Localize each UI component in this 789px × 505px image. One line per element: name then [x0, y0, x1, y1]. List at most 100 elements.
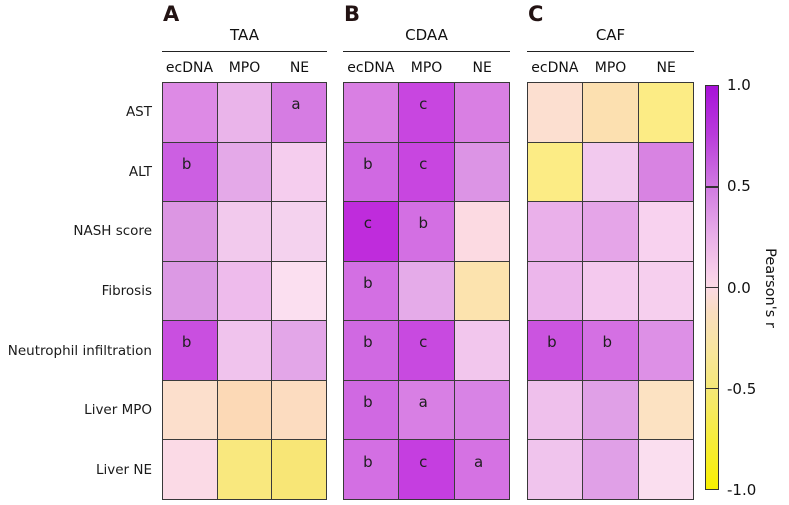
heatmap-cell: [583, 142, 638, 202]
heatmap-cell: b: [399, 202, 454, 261]
heatmap-cell: [272, 380, 326, 440]
heatmap-cell: b: [344, 440, 399, 499]
heatmap-cell: [163, 440, 217, 499]
column-header-ne: NE: [656, 60, 676, 76]
heatmap-cell: [163, 261, 217, 321]
column-header-ecdna: ecDNA: [347, 60, 395, 76]
heatmap-cell: [454, 202, 509, 261]
colorbar-tick: [706, 186, 718, 188]
significance-letter: a: [418, 392, 428, 411]
panel-letter-c: C: [528, 2, 544, 26]
heatmap-cell: c: [399, 321, 454, 380]
heatmap-cell: c: [399, 83, 454, 142]
significance-letter: b: [363, 392, 373, 411]
colorbar-tick: [706, 286, 718, 289]
significance-letter: b: [363, 154, 373, 173]
heatmap-cell: [638, 142, 693, 202]
heatmap-cell: b: [528, 321, 583, 380]
significance-letter: a: [473, 452, 484, 471]
heatmap-cell: [272, 142, 326, 202]
significance-letter: b: [363, 273, 373, 292]
colorbar-title: Pearson's r: [762, 247, 778, 328]
heatmap-cell: [217, 261, 272, 321]
heatmap-cell: [528, 142, 583, 202]
heatmap-cell: c: [344, 202, 399, 261]
column-header-mpo: MPO: [228, 60, 261, 76]
significance-letter: c: [419, 95, 428, 114]
heatmap-cell: [454, 142, 509, 202]
heatmap-cell: [583, 380, 638, 440]
heatmap-cell: [272, 261, 326, 321]
panel-title-cdaa: CDAA: [405, 26, 448, 44]
heatmap-cell: a: [454, 440, 509, 499]
heatmap-cell: a: [399, 380, 454, 440]
row-label: ALT: [128, 163, 152, 180]
heatmap-cell: [217, 142, 272, 202]
colorbar-tick-label: 0.0: [727, 278, 751, 297]
column-headers: ecDNA MPO NE: [343, 57, 510, 79]
row-label: Liver NE: [95, 462, 152, 479]
heatmap-cell: [344, 83, 399, 142]
heatmap-cell: [454, 261, 509, 321]
column-header-mpo: MPO: [594, 60, 627, 76]
column-header-ecdna: ecDNA: [165, 60, 214, 76]
panel-header-rule: [527, 51, 694, 52]
heatmap-cell: [638, 83, 693, 142]
heatmap-cell: [638, 321, 693, 380]
row-label: NASH score: [73, 223, 152, 240]
heatmap-cell: [217, 380, 272, 440]
significance-letter: b: [363, 452, 373, 471]
row-label: Liver MPO: [84, 402, 152, 419]
heatmap-cell: b: [583, 321, 638, 380]
heatmap-cell: b: [163, 142, 217, 202]
heatmap-cell: [163, 380, 217, 440]
colorbar-tick-label: -0.5: [727, 379, 757, 398]
column-headers: ecDNA MPO NE: [527, 57, 694, 79]
significance-letter: b: [363, 333, 373, 352]
panel-header-rule: [162, 51, 327, 52]
colorbar-gradient: [705, 85, 719, 490]
heatmap-cell: [217, 83, 272, 142]
column-header-ne: NE: [289, 60, 310, 76]
heatmap-cell: [217, 202, 272, 261]
heatmap-cell: [163, 202, 217, 261]
heatmap-cell: [528, 380, 583, 440]
colorbar-tick-label: 0.5: [727, 177, 751, 196]
heatmap-cell: [163, 83, 217, 142]
heatmap-cell: [583, 261, 638, 321]
row-label: AST: [125, 103, 152, 120]
significance-letter: b: [181, 333, 192, 352]
heatmap-grid-taa: a b b: [162, 82, 327, 500]
heatmap-cell: c: [399, 440, 454, 499]
heatmap-cell: [583, 202, 638, 261]
heatmap-cell: [583, 83, 638, 142]
significance-letter: c: [419, 333, 428, 352]
heatmap-cell: b: [344, 142, 399, 202]
heatmap-cell: [272, 440, 326, 499]
heatmap-cell: b: [163, 321, 217, 380]
heatmap-cell: b: [344, 261, 399, 321]
panel-letter-b: B: [344, 2, 361, 26]
row-label: Fibrosis: [101, 282, 152, 299]
significance-letter: b: [602, 333, 612, 352]
panel-letter-a: A: [163, 2, 180, 26]
heatmap-cell: [528, 261, 583, 321]
column-header-mpo: MPO: [410, 60, 443, 76]
heatmap-cell: [583, 440, 638, 499]
panel-taa: A TAA ecDNA MPO NE a b b: [162, 0, 327, 505]
significance-letter: c: [363, 214, 373, 233]
significance-letter: b: [181, 154, 192, 173]
heatmap-cell: c: [399, 142, 454, 202]
heatmap-cell: b: [344, 321, 399, 380]
heatmap-cell: [454, 380, 509, 440]
heatmap-cell: [638, 380, 693, 440]
colorbar-tick-label: 1.0: [727, 76, 751, 94]
panel-title-caf: CAF: [595, 26, 626, 44]
heatmap-cell: [217, 440, 272, 499]
colorbar-tick-label: -1.0: [727, 481, 757, 499]
heatmap-cell: [528, 440, 583, 499]
heatmap-cell: [528, 202, 583, 261]
heatmap-cell: [638, 440, 693, 499]
